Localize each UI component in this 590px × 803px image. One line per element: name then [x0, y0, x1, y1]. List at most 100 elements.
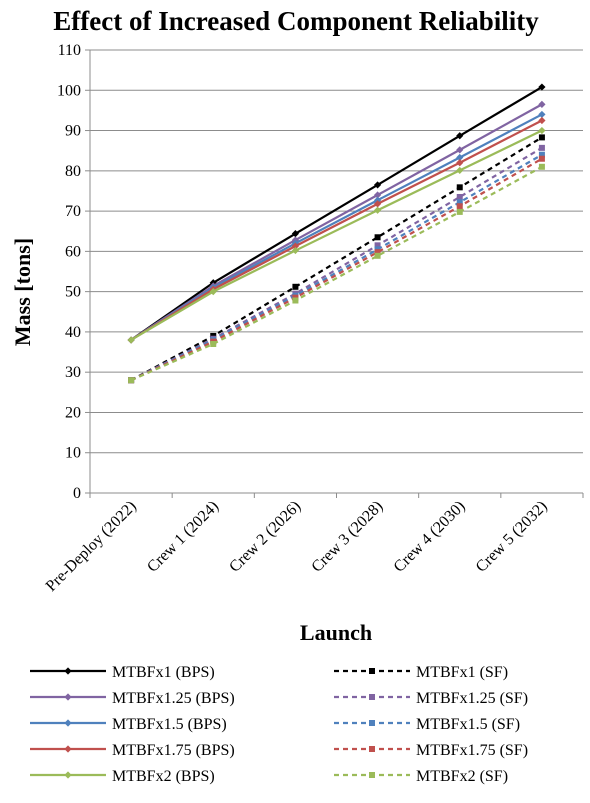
data-point: [456, 203, 463, 210]
legend-label: MTBFx2 (BPS): [112, 768, 215, 785]
legend-label: MTBFx1 (SF): [416, 664, 508, 681]
data-point: [538, 163, 545, 170]
data-point: [210, 340, 217, 347]
legend-label: MTBFx1.75 (SF): [416, 742, 528, 759]
data-point: [538, 83, 546, 91]
data-point: [373, 191, 382, 199]
y-tick-label: 60: [65, 243, 81, 260]
data-point: [209, 288, 217, 296]
series-line: [128, 134, 545, 384]
data-point: [456, 184, 463, 191]
legend: MTBFx1 (BPS) MTBFx1 (SF) MTBFx1.25 (BPS) MT…: [30, 664, 528, 785]
legend-label: MTBFx2 (SF): [416, 768, 508, 785]
legend-label: MTBFx1.5 (SF): [416, 716, 520, 733]
series-line: [127, 110, 546, 344]
legend-item: MTBFx1 (BPS): [30, 664, 215, 681]
legend-item: MTBFx1 (SF): [334, 664, 508, 681]
data-point: [369, 694, 375, 700]
series-path: [130, 136, 543, 382]
data-point: [369, 746, 375, 752]
data-point: [538, 151, 545, 158]
data-point: [538, 116, 546, 125]
y-tick-labels: 0 10 20 30 40 50 60 70 80 90 100 110: [57, 42, 81, 502]
data-point: [64, 667, 72, 675]
data-point: [456, 199, 463, 206]
legend-item: MTBFx1.25 (SF): [334, 690, 528, 707]
y-tick-label: 80: [65, 163, 81, 180]
series-path: [130, 165, 543, 382]
data-point: [369, 720, 375, 726]
legend-label: MTBFx1.5 (BPS): [112, 716, 227, 733]
data-point: [292, 283, 299, 290]
data-point: [374, 252, 381, 259]
data-point: [291, 242, 300, 250]
series-path: [130, 146, 543, 382]
legend-item: MTBFx1.5 (SF): [334, 716, 520, 733]
data-point: [128, 377, 135, 384]
axes: [85, 49, 584, 498]
data-point: [292, 297, 299, 304]
y-tick-label: 40: [65, 324, 81, 341]
x-tick-labels: Pre-Deploy (2022) Crew 1 (2024) Crew 2 (20…: [43, 498, 551, 595]
data-point: [538, 126, 546, 135]
legend-item: MTBFx2 (SF): [334, 768, 508, 785]
data-point: [538, 100, 546, 108]
data-point: [456, 153, 464, 162]
data-point: [538, 144, 545, 151]
series-path: [130, 113, 543, 341]
data-point: [456, 166, 464, 175]
data-point: [291, 246, 300, 255]
y-tick-label: 10: [65, 445, 81, 462]
legend-item: MTBFx1.75 (BPS): [30, 742, 235, 759]
y-tick-label: 70: [65, 203, 81, 220]
data-point: [374, 249, 381, 256]
legend-item: MTBFx1.25 (BPS): [30, 690, 235, 707]
y-tick-label: 110: [58, 42, 81, 59]
series-lines: [127, 83, 546, 384]
legend-label: MTBFx1.75 (BPS): [112, 742, 235, 759]
series-path: [130, 129, 543, 341]
legend-label: MTBFx1.25 (BPS): [112, 690, 235, 707]
legend-item: MTBFx1.75 (SF): [334, 742, 528, 759]
y-tick-label: 0: [73, 485, 81, 502]
x-tick-label: Crew 1 (2024): [144, 498, 222, 576]
data-point: [538, 134, 545, 141]
x-tick-label: Pre-Deploy (2022): [43, 498, 140, 595]
legend-label: MTBFx1 (BPS): [112, 664, 215, 681]
data-point: [64, 771, 72, 779]
legend-item: MTBFx1.5 (BPS): [30, 716, 227, 733]
data-point: [456, 146, 464, 154]
data-point: [291, 230, 300, 238]
data-point: [369, 772, 375, 778]
data-point: [373, 206, 382, 214]
data-point: [373, 200, 382, 208]
y-axis-title: Mass [tons]: [10, 238, 35, 346]
data-point: [374, 242, 381, 249]
y-tick-label: 20: [65, 404, 81, 421]
data-point: [538, 155, 545, 162]
y-tick-label: 50: [65, 284, 81, 301]
data-point: [64, 719, 72, 727]
data-point: [456, 208, 463, 215]
series-path: [130, 103, 543, 341]
legend-label: MTBFx1.25 (SF): [416, 690, 528, 707]
data-point: [373, 181, 382, 189]
data-point: [538, 110, 546, 119]
gridlines: [90, 49, 583, 454]
chart-title: Effect of Increased Component Reliabilit…: [53, 6, 539, 36]
data-point: [456, 159, 464, 167]
y-tick-label: 100: [57, 82, 81, 99]
y-tick-label: 90: [65, 123, 81, 140]
series-path: [130, 119, 543, 341]
x-tick-label: Crew 4 (2030): [391, 498, 469, 576]
y-tick-label: 30: [65, 364, 81, 381]
data-point: [369, 668, 375, 674]
x-axis-title: Launch: [300, 620, 372, 645]
series-path: [130, 86, 543, 341]
x-tick-label: Crew 5 (2032): [473, 498, 551, 576]
series-path: [130, 153, 543, 382]
series-line: [128, 163, 545, 384]
x-tick-label: Crew 3 (2028): [308, 498, 386, 576]
data-point: [64, 745, 72, 753]
